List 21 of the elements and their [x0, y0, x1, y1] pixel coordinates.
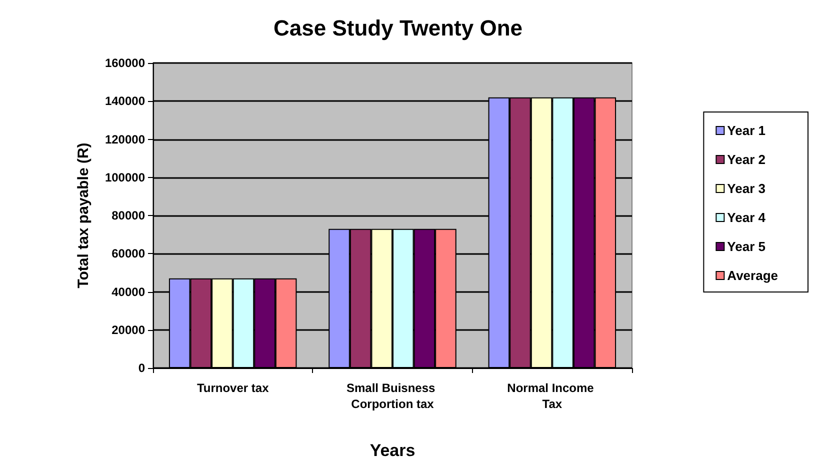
- y-tick-label: 100000: [104, 170, 146, 184]
- y-axis-title: Total tax payable (R): [75, 142, 92, 288]
- chart-title: Case Study Twenty One: [274, 16, 522, 40]
- y-tick-label: 140000: [104, 94, 146, 108]
- y-tick-label: 0: [138, 361, 146, 375]
- legend-label: Year 3: [727, 181, 766, 196]
- legend-label: Year 2: [727, 152, 766, 167]
- legend-label: Average: [727, 268, 778, 283]
- y-tick-label: 40000: [112, 284, 146, 299]
- y-tick-label: 120000: [104, 132, 146, 146]
- y-tick-label: 80000: [112, 208, 146, 222]
- y-tick-label: 160000: [104, 56, 146, 70]
- legend-label: Year 5: [727, 239, 766, 254]
- y-tick-label: 20000: [112, 322, 146, 337]
- x-axis-title: Years: [370, 441, 416, 460]
- x-tick-label: Turnover tax: [196, 381, 270, 395]
- legend-label: Year 1: [727, 123, 766, 138]
- x-tick-label: Small Buisness Corportion tax: [346, 381, 439, 411]
- y-tick-label: 60000: [112, 246, 146, 261]
- legend-label: Year 4: [727, 210, 766, 225]
- x-tick-label: Normal Income Tax: [507, 381, 598, 411]
